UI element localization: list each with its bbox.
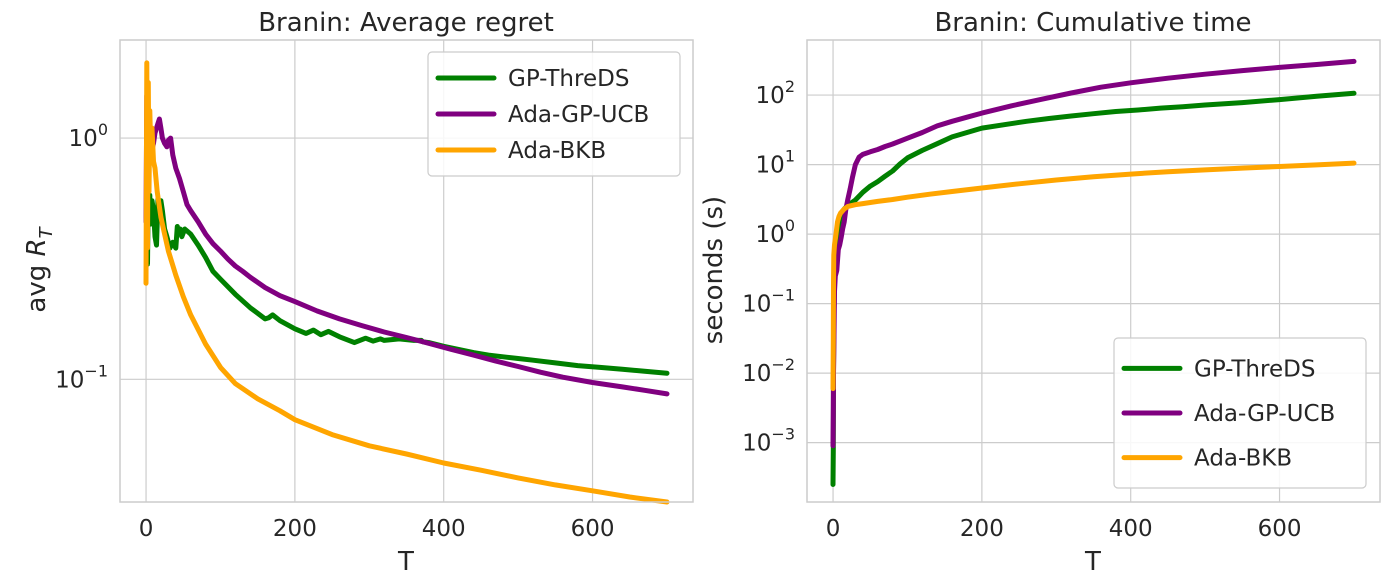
x-tick-label: 600 bbox=[1258, 516, 1302, 542]
y-tick-label: 10−2 bbox=[742, 355, 795, 387]
legend-box bbox=[427, 51, 681, 177]
average-regret-x-ticks: 0 200 400 600 bbox=[139, 516, 615, 542]
cumulative-time-plot-frame bbox=[806, 39, 1381, 503]
legend-label-ada-bkb: Ada-BKB bbox=[508, 138, 606, 164]
series-line-ada-bkb bbox=[143, 60, 670, 505]
y-tick-base: 10 bbox=[756, 153, 785, 179]
y-tick-base: 10 bbox=[69, 126, 98, 152]
y-tick-exponent: 0 bbox=[98, 120, 108, 139]
x-tick-label: 400 bbox=[422, 516, 466, 542]
average-regret-x-label: T bbox=[397, 547, 414, 577]
legend-label-ada-bkb: Ada-BKB bbox=[1194, 446, 1292, 472]
average-regret-y-label-math: R bbox=[22, 238, 52, 256]
cumulative-time-x-ticks: 0 200 400 600 bbox=[826, 516, 1302, 542]
y-tick-exponent: 1 bbox=[785, 147, 795, 166]
series-line-ada-gp-ucb bbox=[830, 58, 1357, 449]
y-tick-label: 10−1 bbox=[742, 286, 795, 318]
y-tick-base: 10 bbox=[756, 83, 785, 109]
x-tick-label: 200 bbox=[960, 516, 1004, 542]
average-regret-y-label-text: avg bbox=[22, 256, 52, 312]
cumulative-time-series bbox=[830, 58, 1357, 487]
average-regret-y-label: avg RT bbox=[22, 225, 57, 312]
y-tick-exponent: −1 bbox=[771, 286, 795, 305]
y-tick-base: 10 bbox=[742, 361, 771, 387]
y-tick-base: 10 bbox=[55, 367, 84, 393]
y-tick-label: 10−3 bbox=[742, 425, 795, 457]
y-tick-label: 102 bbox=[756, 77, 795, 109]
cumulative-time-legend: GP-ThreDS Ada-GP-UCB Ada-BKB bbox=[1113, 337, 1367, 489]
legend-label-ada-gp-ucb: Ada-GP-UCB bbox=[1194, 401, 1335, 427]
legend-box bbox=[1113, 337, 1367, 489]
y-tick-exponent: −2 bbox=[771, 355, 795, 374]
y-tick-base: 10 bbox=[742, 431, 771, 457]
y-tick-label: 10−1 bbox=[55, 361, 108, 393]
x-tick-label: 0 bbox=[139, 516, 154, 542]
average-regret-y-label-subscript: T bbox=[36, 225, 57, 238]
cumulative-time-y-label: seconds (s) bbox=[699, 196, 729, 344]
legend-label-gp-threds: GP-ThreDS bbox=[1194, 356, 1315, 382]
average-regret-series bbox=[143, 60, 670, 505]
cumulative-time-x-label: T bbox=[1084, 547, 1101, 577]
average-regret-title: Branin: Average regret bbox=[258, 8, 554, 38]
y-tick-label: 100 bbox=[69, 120, 108, 152]
x-tick-label: 600 bbox=[571, 516, 615, 542]
series-line-ada-bkb bbox=[830, 160, 1357, 392]
y-tick-exponent: −3 bbox=[771, 425, 795, 444]
x-tick-label: 200 bbox=[273, 516, 317, 542]
cumulative-time-title: Branin: Cumulative time bbox=[934, 8, 1251, 38]
average-regret-plot-frame bbox=[119, 39, 694, 503]
legend-label-gp-threds: GP-ThreDS bbox=[508, 66, 629, 92]
x-tick-label: 400 bbox=[1109, 516, 1153, 542]
y-tick-label: 100 bbox=[756, 216, 795, 248]
x-tick-label: 0 bbox=[826, 516, 841, 542]
average-regret-legend: GP-ThreDS Ada-GP-UCB Ada-BKB bbox=[427, 51, 681, 177]
y-tick-exponent: 2 bbox=[785, 77, 795, 96]
y-tick-base: 10 bbox=[756, 222, 785, 248]
y-tick-label: 101 bbox=[756, 147, 795, 179]
series-line-gp-threds bbox=[143, 189, 670, 376]
y-tick-exponent: −1 bbox=[84, 361, 108, 380]
y-tick-base: 10 bbox=[742, 292, 771, 318]
y-tick-exponent: 0 bbox=[785, 216, 795, 235]
legend-label-ada-gp-ucb: Ada-GP-UCB bbox=[508, 102, 649, 128]
